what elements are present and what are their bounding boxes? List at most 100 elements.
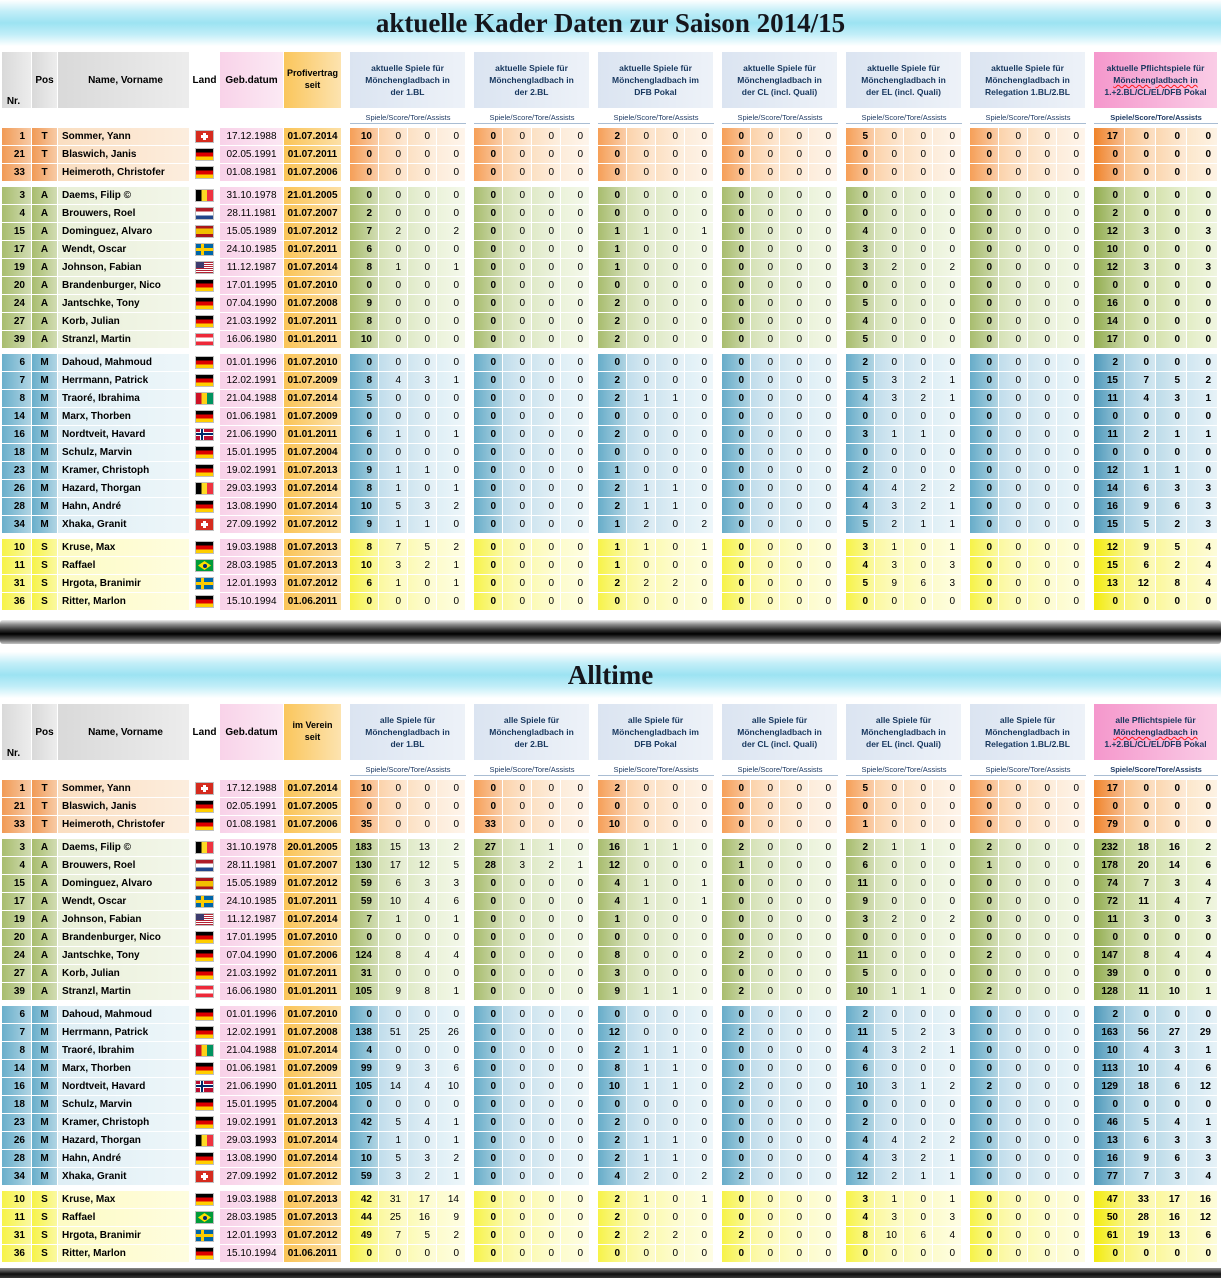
assists: 0: [933, 444, 962, 461]
score: 0: [503, 354, 532, 371]
spiele: 59: [350, 893, 379, 910]
column-gap: [342, 354, 350, 371]
score: 0: [751, 1006, 780, 1023]
tore: 0: [904, 354, 933, 371]
spiele: 0: [970, 205, 999, 222]
assists: 0: [1057, 593, 1086, 610]
total-tore: 0: [1156, 929, 1187, 946]
spiele: 59: [350, 875, 379, 892]
total-score: 0: [1125, 965, 1156, 982]
player-row: 24 A Jantschke, Tony 07.04.1990 01.07.2008 9 0…: [2, 295, 1221, 312]
tore: 16: [408, 1209, 437, 1226]
position-code: M: [32, 498, 58, 515]
score: 0: [379, 1042, 408, 1059]
assists: 0: [1057, 557, 1086, 574]
column-gap: [590, 1006, 598, 1023]
tore: 0: [904, 259, 933, 276]
spiele: 10: [350, 1150, 379, 1167]
score: 3: [875, 1042, 904, 1059]
column-gap: [962, 1245, 970, 1262]
score: 0: [503, 480, 532, 497]
tore: 0: [656, 187, 685, 204]
spiele: 0: [722, 593, 751, 610]
column-gap: [590, 780, 598, 797]
tore: 0: [408, 354, 437, 371]
assists: 0: [1057, 295, 1086, 312]
tore: 0: [780, 839, 809, 856]
column-gap: [342, 390, 350, 407]
spiele: 0: [474, 164, 503, 181]
assists: 0: [561, 798, 590, 815]
score: 0: [751, 857, 780, 874]
assists: 0: [561, 1132, 590, 1149]
assists: 0: [933, 816, 962, 833]
column-gap: [714, 893, 722, 910]
column-gap: [1086, 1150, 1094, 1167]
score: 0: [751, 128, 780, 145]
member-since-date: 01.07.2013: [284, 462, 342, 479]
assists: 0: [809, 1245, 838, 1262]
spiele: 6: [350, 426, 379, 443]
player-row: 19 A Johnson, Fabian 11.12.1987 01.07.2014 7 1…: [2, 911, 1221, 928]
total-assists: 0: [1187, 164, 1218, 181]
spiele: 9: [350, 516, 379, 533]
column-gap: [714, 839, 722, 856]
player-row: 34 M Xhaka, Granit 27.09.1992 01.07.2012 9 1 1 0…: [2, 516, 1221, 533]
birth-date: 15.10.1994: [220, 1245, 284, 1262]
birth-date: 01.01.1996: [220, 354, 284, 371]
column-gap: [342, 780, 350, 797]
score: 0: [379, 929, 408, 946]
assists: 0: [561, 277, 590, 294]
assists: 0: [809, 205, 838, 222]
tore: 0: [904, 1209, 933, 1226]
column-gap: [342, 839, 350, 856]
tore: 0: [1028, 1245, 1057, 1262]
player-name: Marx, Thorben: [58, 1060, 190, 1077]
column-gap: [466, 205, 474, 222]
column-gap: [838, 259, 846, 276]
spiele: 3: [846, 911, 875, 928]
score: 0: [751, 277, 780, 294]
score: 0: [999, 857, 1028, 874]
player-row: 14 M Marx, Thorben 01.06.1981 01.07.2009 0 0 0 0…: [2, 408, 1221, 425]
column-gap: [342, 704, 350, 760]
assists: 26: [437, 1024, 466, 1041]
shirt-number: 23: [2, 1114, 32, 1131]
player-row: 36 S Ritter, Marlon 15.10.1994 01.06.2011 0 0 0…: [2, 593, 1221, 610]
tore: 0: [780, 205, 809, 222]
player-name: Xhaka, Granit: [58, 516, 190, 533]
assists: 0: [933, 313, 962, 330]
tore: 0: [780, 1150, 809, 1167]
tore: 0: [904, 816, 933, 833]
score: 0: [751, 557, 780, 574]
nationality-cell: [190, 1245, 220, 1262]
column-gap: [342, 1006, 350, 1023]
assists: 0: [809, 593, 838, 610]
player-name: Dahoud, Mahmoud: [58, 354, 190, 371]
member-since-date: 01.07.2012: [284, 1168, 342, 1185]
tore: 0: [904, 893, 933, 910]
score: 0: [627, 259, 656, 276]
tore: 1: [408, 462, 437, 479]
column-gap: [466, 539, 474, 556]
spiele: 9: [598, 983, 627, 1000]
score: 0: [503, 1209, 532, 1226]
column-gap: [962, 1132, 970, 1149]
spiele: 0: [474, 1150, 503, 1167]
total-tore: 0: [1156, 277, 1187, 294]
total-spiele: 17: [1094, 331, 1125, 348]
tore: 0: [532, 1150, 561, 1167]
assists: 2: [933, 480, 962, 497]
spiele: 12: [598, 857, 627, 874]
assists: 1: [933, 1191, 962, 1208]
column-gap: [838, 241, 846, 258]
score: 0: [751, 372, 780, 389]
shirt-number: 18: [2, 444, 32, 461]
position-code: A: [32, 839, 58, 856]
assists: 0: [561, 983, 590, 1000]
birth-date: 13.08.1990: [220, 1150, 284, 1167]
assists: 0: [933, 780, 962, 797]
assists: 0: [809, 1024, 838, 1041]
score: 0: [751, 1209, 780, 1226]
